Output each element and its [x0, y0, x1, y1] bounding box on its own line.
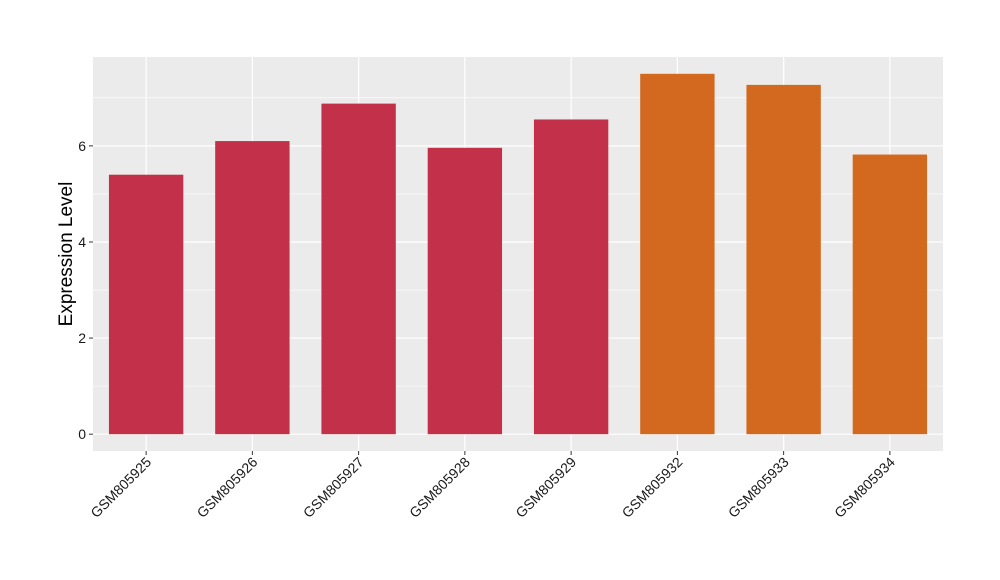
x-axis: GSM805925 GSM805926 GSM805927 GSM805928 GSM8… — [87, 451, 898, 521]
x-tick-label: GSM805932 — [619, 454, 686, 521]
y-tick-label: 0 — [78, 426, 86, 442]
bar-GSM805925 — [108, 174, 184, 435]
x-tick-label: GSM805928 — [406, 454, 473, 521]
y-tick-label: 2 — [78, 330, 86, 346]
x-tick-label: GSM805926 — [194, 454, 261, 521]
x-tick-label: GSM805927 — [300, 454, 367, 521]
x-tick-label: GSM805929 — [512, 454, 579, 521]
bar-GSM805933 — [746, 84, 821, 435]
x-tick-label: GSM805934 — [831, 454, 898, 521]
bar-GSM805928 — [427, 147, 503, 435]
y-tick-label: 6 — [78, 138, 86, 154]
bar-GSM805934 — [852, 154, 928, 435]
x-tick-label: GSM805933 — [725, 454, 792, 521]
bar-GSM805926 — [215, 141, 290, 435]
bars — [108, 73, 928, 435]
y-tick-label: 4 — [78, 234, 86, 250]
y-axis-title: Expression Level — [56, 182, 77, 327]
bar-GSM805932 — [640, 73, 715, 435]
bar-GSM805929 — [533, 119, 609, 435]
y-axis: 0 2 4 6 — [78, 138, 93, 442]
bar-GSM805927 — [321, 103, 396, 435]
x-tick-label: GSM805925 — [87, 454, 154, 521]
